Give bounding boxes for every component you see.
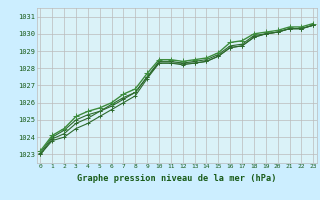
X-axis label: Graphe pression niveau de la mer (hPa): Graphe pression niveau de la mer (hPa) [77, 174, 276, 183]
